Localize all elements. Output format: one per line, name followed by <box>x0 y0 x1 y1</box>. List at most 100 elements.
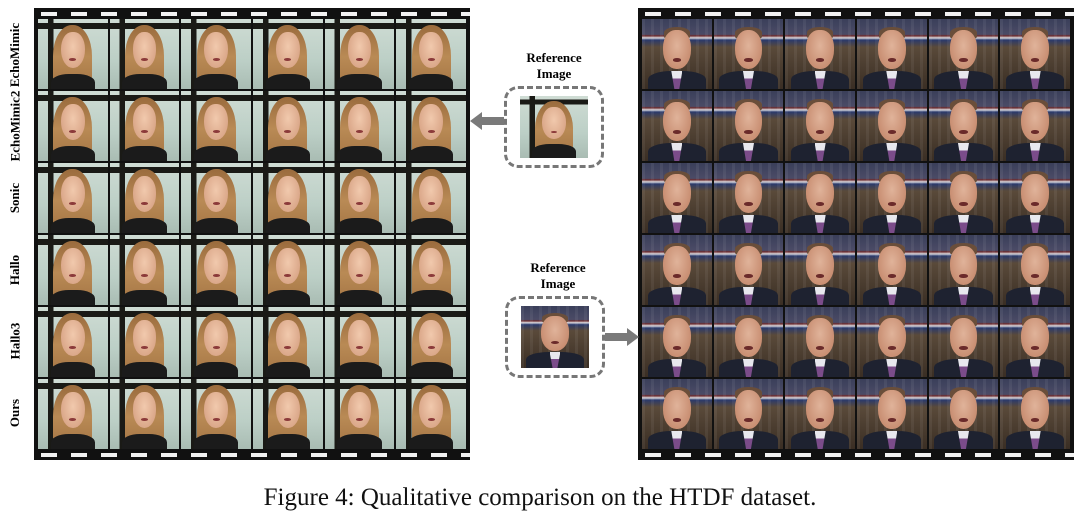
reference-image-box-bottom <box>505 296 605 378</box>
video-frame-woman <box>396 163 466 233</box>
reference-title-line1: Reference <box>526 50 582 65</box>
video-frame-man <box>856 235 927 305</box>
video-frame-woman <box>109 163 180 233</box>
video-frame-man <box>928 163 999 233</box>
row-label: Hallo <box>0 234 30 306</box>
left-frame-grid <box>38 19 466 449</box>
reference-image-woman <box>520 96 588 158</box>
video-frame-woman <box>324 163 395 233</box>
left-film-strip <box>34 8 470 460</box>
video-frame-man <box>785 235 855 305</box>
video-frame-woman <box>181 307 251 377</box>
video-frame-man <box>1000 307 1070 377</box>
video-frame-woman <box>109 91 180 161</box>
video-frame-man <box>713 307 784 377</box>
video-frame-woman <box>181 19 251 89</box>
row-label: Hallo3 <box>0 306 30 378</box>
video-frame-woman <box>181 91 251 161</box>
row-label-text: EchoMimic <box>7 22 23 87</box>
video-frame-man <box>642 163 712 233</box>
video-frame-man <box>785 379 855 449</box>
video-frame-woman <box>396 235 466 305</box>
video-frame-man <box>856 307 927 377</box>
video-frame-woman <box>181 235 251 305</box>
video-frame-man <box>1000 379 1070 449</box>
video-frame-man <box>642 379 712 449</box>
reference-title-top: Reference Image <box>499 50 609 82</box>
video-frame-woman <box>252 163 323 233</box>
row-label: Sonic <box>0 162 30 234</box>
row-label-text: Hallo <box>7 254 22 285</box>
reference-title-bottom: Reference Image <box>503 260 613 292</box>
video-frame-woman <box>109 307 180 377</box>
row-label-text: Sonic <box>7 182 22 214</box>
film-perforation-top <box>638 8 1074 19</box>
video-frame-woman <box>252 307 323 377</box>
video-frame-woman <box>109 235 180 305</box>
video-frame-man <box>642 19 712 89</box>
video-frame-woman <box>396 19 466 89</box>
video-frame-man <box>928 307 999 377</box>
video-frame-woman <box>109 19 180 89</box>
video-frame-woman <box>252 91 323 161</box>
right-frame-grid <box>642 19 1070 449</box>
video-frame-man <box>785 91 855 161</box>
row-label: EchoMimic <box>0 19 30 91</box>
video-frame-man <box>785 19 855 89</box>
video-frame-man <box>856 163 927 233</box>
row-label-text: EchoMimic2 <box>7 91 23 162</box>
video-frame-man <box>713 91 784 161</box>
video-frame-man <box>856 379 927 449</box>
video-frame-man <box>1000 163 1070 233</box>
reference-title-line1: Reference <box>530 260 586 275</box>
row-label-text: Hallo3 <box>7 323 22 360</box>
video-frame-woman <box>324 19 395 89</box>
video-frame-woman <box>324 379 395 449</box>
reference-title-line2: Image <box>540 276 576 291</box>
video-frame-man <box>928 91 999 161</box>
video-frame-woman <box>252 235 323 305</box>
arrow-left-icon <box>470 112 504 130</box>
video-frame-man <box>713 235 784 305</box>
row-label: EchoMimic2 <box>0 91 30 163</box>
reference-image-man <box>521 306 589 368</box>
video-frame-woman <box>38 235 108 305</box>
film-perforation-top <box>34 8 470 19</box>
video-frame-man <box>642 91 712 161</box>
video-frame-man <box>713 379 784 449</box>
video-frame-man <box>642 307 712 377</box>
video-frame-man <box>1000 235 1070 305</box>
video-frame-woman <box>396 307 466 377</box>
video-frame-man <box>856 91 927 161</box>
video-frame-man <box>713 163 784 233</box>
video-frame-man <box>785 163 855 233</box>
video-frame-woman <box>38 163 108 233</box>
video-frame-woman <box>38 19 108 89</box>
video-frame-man <box>713 19 784 89</box>
row-label-text: Ours <box>6 399 22 428</box>
video-frame-woman <box>181 163 251 233</box>
video-frame-woman <box>109 379 180 449</box>
video-frame-woman <box>252 19 323 89</box>
video-frame-woman <box>324 307 395 377</box>
video-frame-woman <box>324 91 395 161</box>
film-perforation-bottom <box>34 449 470 460</box>
row-label: Ours <box>0 377 30 449</box>
video-frame-man <box>785 307 855 377</box>
video-frame-man <box>642 235 712 305</box>
video-frame-man <box>928 19 999 89</box>
figure-caption: Figure 4: Qualitative comparison on the … <box>263 484 817 511</box>
video-frame-man <box>1000 19 1070 89</box>
right-film-strip <box>638 8 1074 460</box>
video-frame-woman <box>38 379 108 449</box>
reference-image-box-top <box>504 86 604 168</box>
film-perforation-bottom <box>638 449 1074 460</box>
video-frame-man <box>928 379 999 449</box>
video-frame-woman <box>324 235 395 305</box>
video-frame-woman <box>396 379 466 449</box>
video-frame-woman <box>38 307 108 377</box>
video-frame-woman <box>252 379 323 449</box>
arrow-right-icon <box>605 328 639 346</box>
video-frame-man <box>928 235 999 305</box>
video-frame-woman <box>38 91 108 161</box>
